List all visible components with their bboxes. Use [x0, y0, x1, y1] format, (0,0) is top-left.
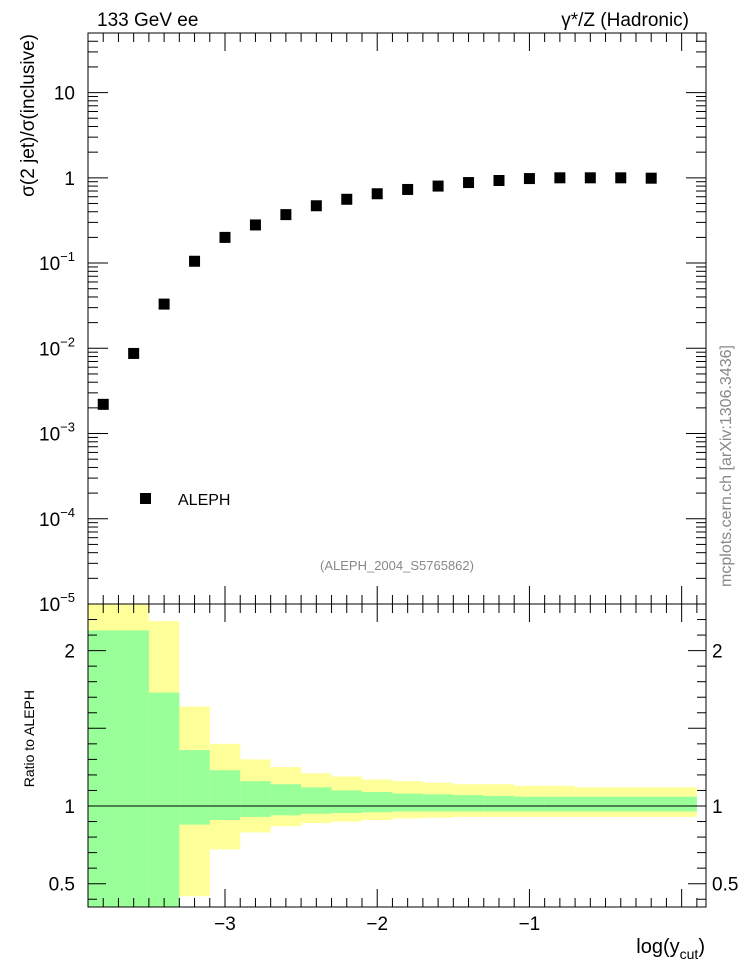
ratio-y-tick-label: 2 [64, 642, 75, 663]
main-y-tick-labels: 10 1 10−1 10−2 10−3 10−4 10−5 [39, 84, 75, 616]
data-point [554, 172, 566, 184]
inner-band-bin [361, 792, 393, 813]
data-point [463, 177, 475, 189]
data-point [432, 180, 444, 192]
y-tick-label: 10 [54, 84, 75, 105]
ratio-plot-panel: 2 2 1 1 0.5 0.5 −3 −2 −1 Ratio to ALEPH log(ycu… [21, 603, 739, 962]
y-tick-label: 10−5 [39, 590, 75, 616]
header-left-label: 133 GeV ee [97, 10, 198, 31]
x-tick-labels: −3 −2 −1 [214, 914, 540, 935]
data-point [341, 193, 353, 205]
x-axis-label: log(ycut) [636, 936, 705, 962]
x-tick-label: −3 [214, 914, 236, 935]
data-point [310, 200, 322, 212]
inner-band-bin [148, 692, 180, 907]
main-plot-frame [87, 32, 707, 605]
inner-band-bin [270, 784, 302, 816]
data-point [523, 173, 535, 185]
data-point [584, 172, 596, 184]
y-tick-label: 10−4 [39, 505, 75, 531]
legend-label: ALEPH [178, 492, 230, 509]
ratio-y-tick-label-right: 0.5 [712, 875, 738, 896]
ratio-axis-ticks [87, 604, 706, 907]
inner-band-bin [240, 781, 271, 817]
inner-band-bin [422, 794, 454, 812]
inner-band-bin [301, 787, 332, 814]
inner-band-bin [88, 630, 119, 907]
data-point [280, 209, 292, 221]
ratio-y-tick-label-right: 2 [712, 642, 723, 663]
data-point [128, 347, 140, 359]
data-point [615, 172, 627, 184]
data-point [158, 298, 170, 310]
main-y-axis-label: σ(2 jet)/σ(inclusive) [18, 34, 39, 197]
data-point [189, 255, 201, 267]
main-axis-ticks [87, 32, 706, 605]
data-point [493, 175, 505, 187]
x-tick-label: −2 [366, 914, 388, 935]
x-tick-label: −1 [519, 914, 541, 935]
inner-band-bin [635, 796, 697, 812]
ratio-plot-frame [87, 603, 707, 908]
ratio-y-tick-label: 0.5 [49, 875, 75, 896]
y-tick-label: 10−2 [39, 334, 75, 360]
inner-band-bin [392, 793, 423, 812]
ratio-y-axis-label: Ratio to ALEPH [21, 690, 37, 787]
header-right-label: γ*/Z (Hadronic) [561, 10, 689, 31]
inner-band-bin [483, 795, 515, 812]
y-tick-label: 1 [64, 169, 75, 190]
data-point [219, 231, 231, 243]
inner-band-bin [118, 630, 149, 907]
inner-band-bin [331, 790, 362, 813]
inner-band-bin [514, 796, 545, 812]
y-tick-label: 10−1 [39, 249, 75, 275]
ratio-y-tick-labels: 2 2 1 1 0.5 0.5 [49, 642, 739, 896]
inner-band-bin [575, 796, 606, 812]
main-plot-panel: 10 1 10−1 10−2 10−3 10−4 10−5 σ(2 jet)/σ(inclu… [18, 32, 707, 616]
inner-band-bin [453, 795, 484, 812]
ratio-bands [88, 604, 697, 907]
inner-band-bin [605, 796, 636, 812]
inner-band-bin [179, 750, 210, 825]
y-tick-label: 10−3 [39, 420, 75, 446]
data-point [249, 219, 261, 231]
legend-marker [140, 493, 151, 504]
data-point [402, 183, 414, 195]
ratio-y-tick-label-right: 1 [712, 797, 723, 818]
data-point [97, 398, 109, 410]
inner-band-bin [544, 796, 576, 812]
data-point [371, 188, 383, 200]
ratio-y-tick-label: 1 [64, 797, 75, 818]
data-markers [97, 172, 657, 410]
inner-band-bin [209, 770, 241, 820]
data-point [645, 172, 657, 184]
watermark-label: mcplots.cern.ch [arXiv:1306.3436] [718, 345, 735, 587]
analysis-label: (ALEPH_2004_S5765862) [320, 558, 474, 573]
